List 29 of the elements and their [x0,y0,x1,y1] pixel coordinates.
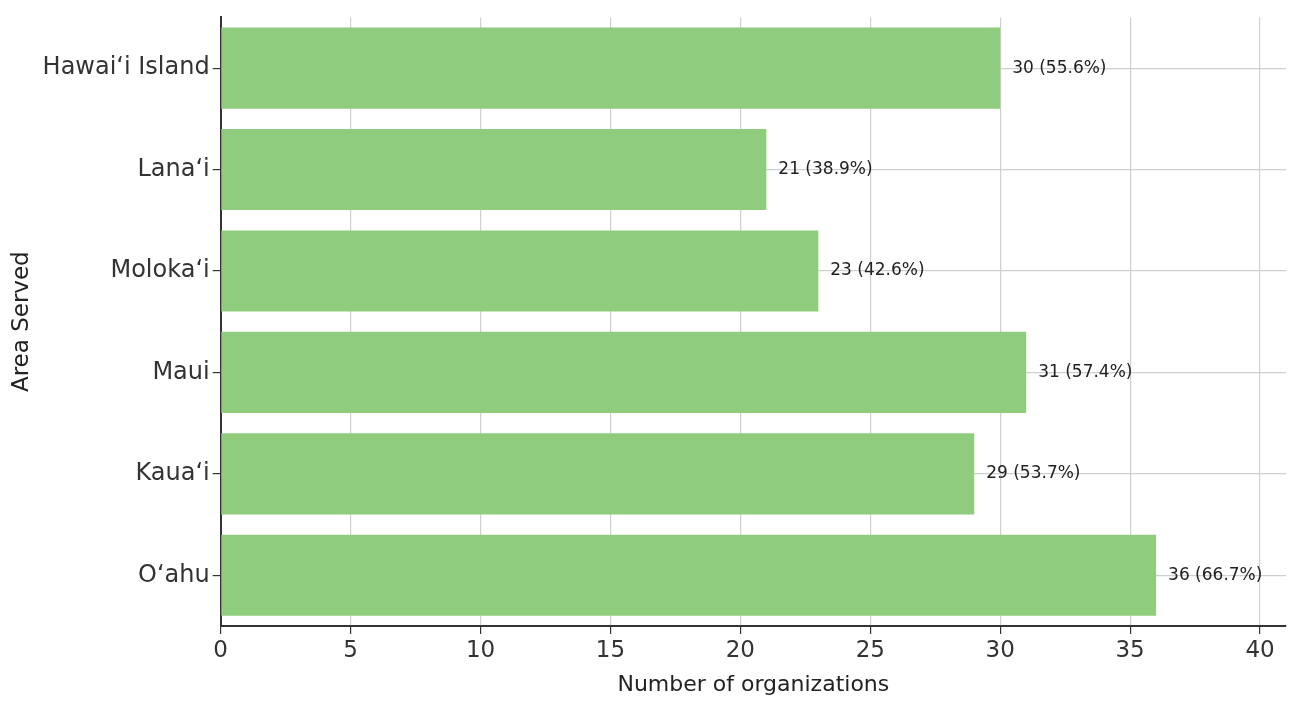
data-label: 36 (66.7%) [1168,563,1263,584]
y-tick-label: Lanaʻi [137,153,210,182]
bar [221,534,1157,616]
y-tick-label: Oʻahu [138,559,210,588]
data-label: 31 (57.4%) [1038,360,1133,381]
x-tick-label: 20 [725,635,755,662]
x-tick-label: 10 [465,635,496,662]
y-axis-title: Area Served [6,251,33,393]
x-tick-label: 40 [1245,635,1275,662]
bar [221,230,819,312]
x-tick-label: 15 [595,635,626,662]
bar [221,433,975,515]
bar [221,128,767,211]
bar [221,331,1027,413]
y-tick-label: Molokaʻi [110,255,210,284]
y-tick-label: Kauaʻi [135,458,210,487]
y-tick-label: Hawaiʻi Island [42,52,210,81]
y-tick-label: Maui [152,356,210,385]
x-tick-label: 25 [855,635,885,662]
data-label: 23 (42.6%) [830,259,925,280]
bar [221,27,1001,109]
x-tick-label: 0 [213,635,229,662]
data-label: 21 (38.9%) [778,157,873,178]
x-tick-label: 5 [343,635,358,662]
x-tick-label: 30 [985,635,1015,662]
data-label: 30 (55.6%) [1012,56,1107,77]
x-axis-title: Number of organizations [617,670,890,696]
x-tick-label: 35 [1115,635,1145,662]
data-label: 29 (53.7%) [986,462,1081,483]
